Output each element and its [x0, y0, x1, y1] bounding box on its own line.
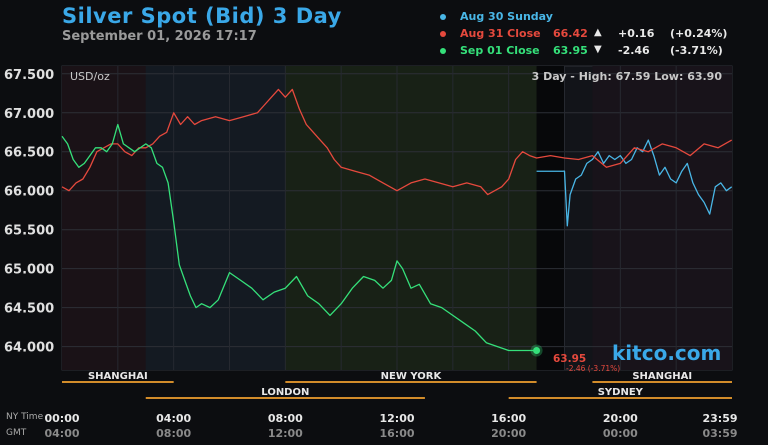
x-tick-label-ny: 08:00 — [268, 412, 303, 425]
shanghai-shade-2 — [592, 66, 732, 370]
watermark: kitco.com — [612, 341, 721, 365]
page-title: Silver Spot (Bid) 3 Day — [62, 4, 342, 28]
x-tick-label-ny: 12:00 — [379, 412, 414, 425]
x-tick-label-ny: 16:00 — [491, 412, 526, 425]
x-tick-label-gmt: 08:00 — [156, 427, 191, 440]
up-arrow-icon: ▲ — [594, 27, 602, 38]
x-tick-label-gmt: 16:00 — [379, 427, 414, 440]
last-point-marker — [533, 347, 541, 355]
last-change-label: -2.46 (-3.71%) — [566, 364, 620, 373]
x-tick-label-ny: 20:00 — [603, 412, 638, 425]
legend-change: -2.46 — [618, 44, 650, 57]
series-line — [61, 123, 537, 352]
aug31-dot — [440, 31, 446, 37]
y-tick-label: 67.500 — [4, 68, 54, 83]
down-arrow-icon: ▼ — [594, 44, 602, 55]
x-tick-label-gmt: 03:59 — [702, 427, 737, 440]
closed-shade — [536, 66, 565, 370]
sep01-dot — [440, 48, 446, 54]
x-tick-label-ny: 23:59 — [702, 412, 737, 425]
london-shade — [145, 66, 286, 370]
x-tick-label-ny: 04:00 — [156, 412, 191, 425]
x-tick-label-gmt: 12:00 — [268, 427, 303, 440]
ny-time-label: NY Time — [6, 412, 44, 422]
y-tick-label: 65.500 — [4, 224, 54, 239]
axes: 64.000 64.500 65.000 65.500 66.000 66.500 67.0… — [4, 68, 738, 440]
series-lines — [61, 88, 733, 357]
market-sessions: SHANGHAI NEW YORK SHANGHAI LONDON SYDNEY — [62, 371, 732, 399]
legend-percent: (+0.24%) — [670, 27, 728, 40]
session-label: SHANGHAI — [632, 371, 692, 382]
legend-percent: (-3.71%) — [670, 44, 723, 57]
legend-change: +0.16 — [618, 27, 655, 40]
session-label: LONDON — [261, 387, 309, 398]
y-tick-label: 66.500 — [4, 146, 54, 161]
range-label: 3 Day - High: 67.59 Low: 63.90 — [532, 70, 723, 83]
x-tick-label-gmt: 04:00 — [44, 427, 79, 440]
session-label: NEW YORK — [381, 371, 443, 382]
x-tick-label-gmt: 00:00 — [603, 427, 638, 440]
session-label: SHANGHAI — [88, 371, 148, 382]
x-tick-label-ny: 00:00 — [44, 412, 79, 425]
legend-value: 66.42 — [553, 27, 588, 40]
unit-label: USD/oz — [70, 70, 110, 83]
last-price-label: 63.95 — [553, 353, 586, 365]
aug30-dot — [440, 14, 446, 20]
y-tick-label: 64.000 — [4, 341, 54, 356]
legend-value: 63.95 — [553, 44, 588, 57]
legend-name: Sep 01 Close — [460, 44, 540, 57]
y-tick-label: 66.000 — [4, 185, 54, 200]
timestamp: September 01, 2026 17:17 — [62, 29, 257, 44]
y-tick-label: 67.000 — [4, 107, 54, 122]
legend-name: Aug 30 Sunday — [460, 10, 553, 23]
y-tick-label: 65.000 — [4, 263, 54, 278]
x-tick-label-gmt: 20:00 — [491, 427, 526, 440]
series-line — [563, 139, 733, 227]
newyork-shade — [285, 66, 537, 370]
session-label: SYDNEY — [598, 387, 644, 398]
gmt-label: GMT — [6, 428, 27, 438]
y-tick-label: 64.500 — [4, 302, 54, 317]
legend-name: Aug 31 Close — [460, 27, 541, 40]
